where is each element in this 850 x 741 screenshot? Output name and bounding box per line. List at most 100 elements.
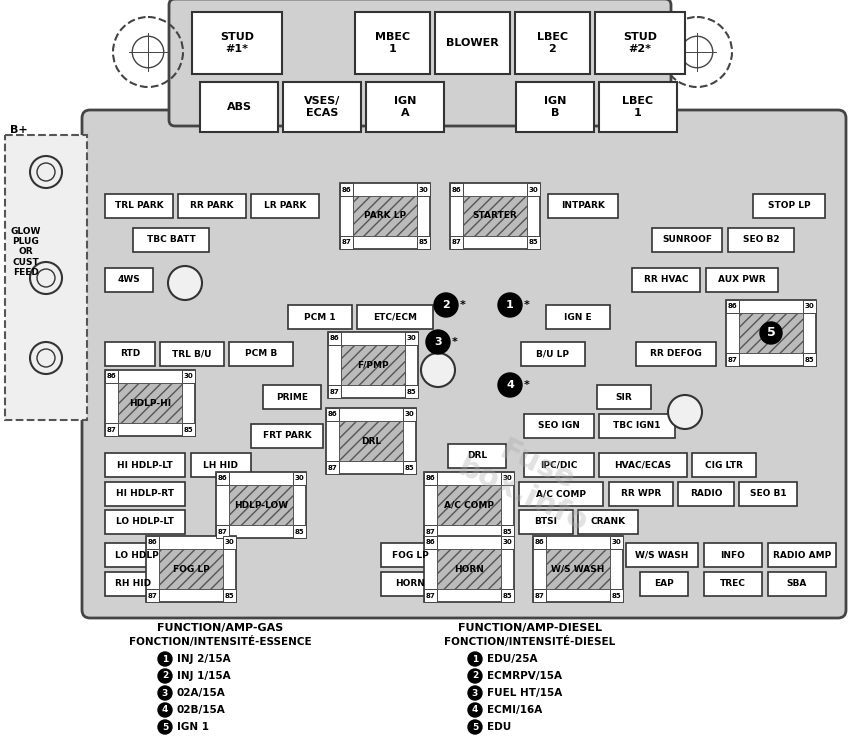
Text: 30: 30 — [295, 476, 304, 482]
Bar — [599, 453, 687, 477]
Bar — [692, 453, 756, 477]
Text: 30: 30 — [184, 373, 193, 379]
Bar — [355, 12, 430, 74]
Text: BLOWER: BLOWER — [446, 38, 499, 48]
Text: W/S WASH: W/S WASH — [552, 565, 604, 574]
Text: B/U LP: B/U LP — [536, 350, 570, 359]
Bar — [424, 589, 437, 602]
Text: PCM B: PCM B — [245, 350, 277, 359]
Text: FONCTION/INTENSITÉ-ESSENCE: FONCTION/INTENSITÉ-ESSENCE — [128, 636, 311, 646]
Text: 30: 30 — [406, 336, 416, 342]
Bar — [595, 12, 685, 74]
Circle shape — [168, 266, 202, 300]
Bar — [405, 385, 418, 398]
Bar — [223, 536, 236, 549]
Bar — [424, 536, 514, 602]
Text: FOG LP: FOG LP — [173, 565, 209, 574]
Text: CRANK: CRANK — [591, 517, 626, 527]
Bar — [424, 472, 514, 538]
Text: 85: 85 — [529, 239, 538, 245]
Bar — [501, 472, 514, 485]
Bar — [105, 453, 185, 477]
Text: SIR: SIR — [615, 393, 632, 402]
Text: *: * — [524, 380, 530, 390]
Bar — [739, 313, 803, 353]
Text: 02B/15A: 02B/15A — [177, 705, 226, 715]
Bar — [768, 543, 836, 567]
Bar — [632, 268, 700, 292]
Bar — [706, 268, 778, 292]
Text: 87: 87 — [728, 356, 737, 362]
Text: SEO B2: SEO B2 — [743, 236, 779, 245]
Bar — [739, 482, 797, 506]
Text: 87: 87 — [106, 427, 116, 433]
Text: 87: 87 — [148, 593, 157, 599]
Text: 87: 87 — [342, 239, 351, 245]
Text: 86: 86 — [728, 304, 737, 310]
Bar — [105, 194, 173, 218]
Text: SEO IGN: SEO IGN — [538, 422, 580, 431]
Bar — [182, 423, 195, 436]
Text: 85: 85 — [405, 465, 414, 471]
Text: 85: 85 — [224, 593, 235, 599]
Bar — [340, 183, 353, 196]
Bar — [105, 268, 153, 292]
Text: IGN
A: IGN A — [394, 96, 416, 118]
Bar — [251, 424, 323, 448]
Bar — [328, 332, 418, 398]
Bar — [105, 543, 185, 567]
Text: 3: 3 — [162, 688, 168, 697]
Text: INJ 1/15A: INJ 1/15A — [177, 671, 230, 681]
Text: TBC IGN1: TBC IGN1 — [613, 422, 660, 431]
Bar — [160, 342, 224, 366]
Bar — [753, 194, 825, 218]
Text: 5: 5 — [162, 722, 168, 731]
Text: *: * — [460, 300, 466, 310]
Bar — [636, 342, 716, 366]
Text: 87: 87 — [426, 528, 435, 534]
Bar — [105, 370, 195, 436]
Bar — [609, 482, 673, 506]
Bar — [216, 472, 229, 485]
Text: A/C COMP: A/C COMP — [444, 500, 494, 510]
Text: 30: 30 — [529, 187, 538, 193]
Text: FUNCTION/AMP-GAS: FUNCTION/AMP-GAS — [157, 623, 283, 633]
Text: SEO B1: SEO B1 — [750, 490, 786, 499]
Text: 02A/15A: 02A/15A — [177, 688, 226, 698]
Text: LR PARK: LR PARK — [264, 202, 306, 210]
Bar — [353, 196, 417, 236]
Bar — [516, 82, 594, 132]
Text: 86: 86 — [148, 539, 157, 545]
Bar — [726, 300, 739, 313]
Text: RR PARK: RR PARK — [190, 202, 234, 210]
Text: IGN 1: IGN 1 — [177, 722, 209, 732]
Text: 85: 85 — [502, 528, 513, 534]
Bar — [610, 536, 623, 549]
Text: HORN: HORN — [395, 579, 425, 588]
Bar — [146, 589, 159, 602]
Bar — [450, 236, 463, 249]
Bar — [105, 342, 155, 366]
Text: 85: 85 — [612, 593, 621, 599]
Text: SUNROOF: SUNROOF — [662, 236, 712, 245]
Bar — [521, 342, 585, 366]
Bar — [216, 472, 306, 538]
Text: HDLP-LOW: HDLP-LOW — [234, 500, 288, 510]
Bar — [229, 485, 293, 525]
Circle shape — [468, 669, 482, 683]
Text: RR WPR: RR WPR — [620, 490, 661, 499]
Text: LBEC
2: LBEC 2 — [537, 32, 568, 54]
Text: FOG LP: FOG LP — [392, 551, 428, 559]
Text: STOP LP: STOP LP — [768, 202, 810, 210]
Text: STARTER: STARTER — [473, 211, 518, 221]
Bar — [326, 461, 339, 474]
Text: BTSI: BTSI — [535, 517, 558, 527]
Text: 85: 85 — [295, 528, 304, 534]
Bar — [519, 482, 603, 506]
Text: 85: 85 — [419, 239, 428, 245]
Text: *: * — [452, 337, 458, 347]
Text: PRIME: PRIME — [276, 393, 308, 402]
Bar — [424, 536, 437, 549]
Text: MBEC
1: MBEC 1 — [375, 32, 410, 54]
Bar — [328, 332, 341, 345]
